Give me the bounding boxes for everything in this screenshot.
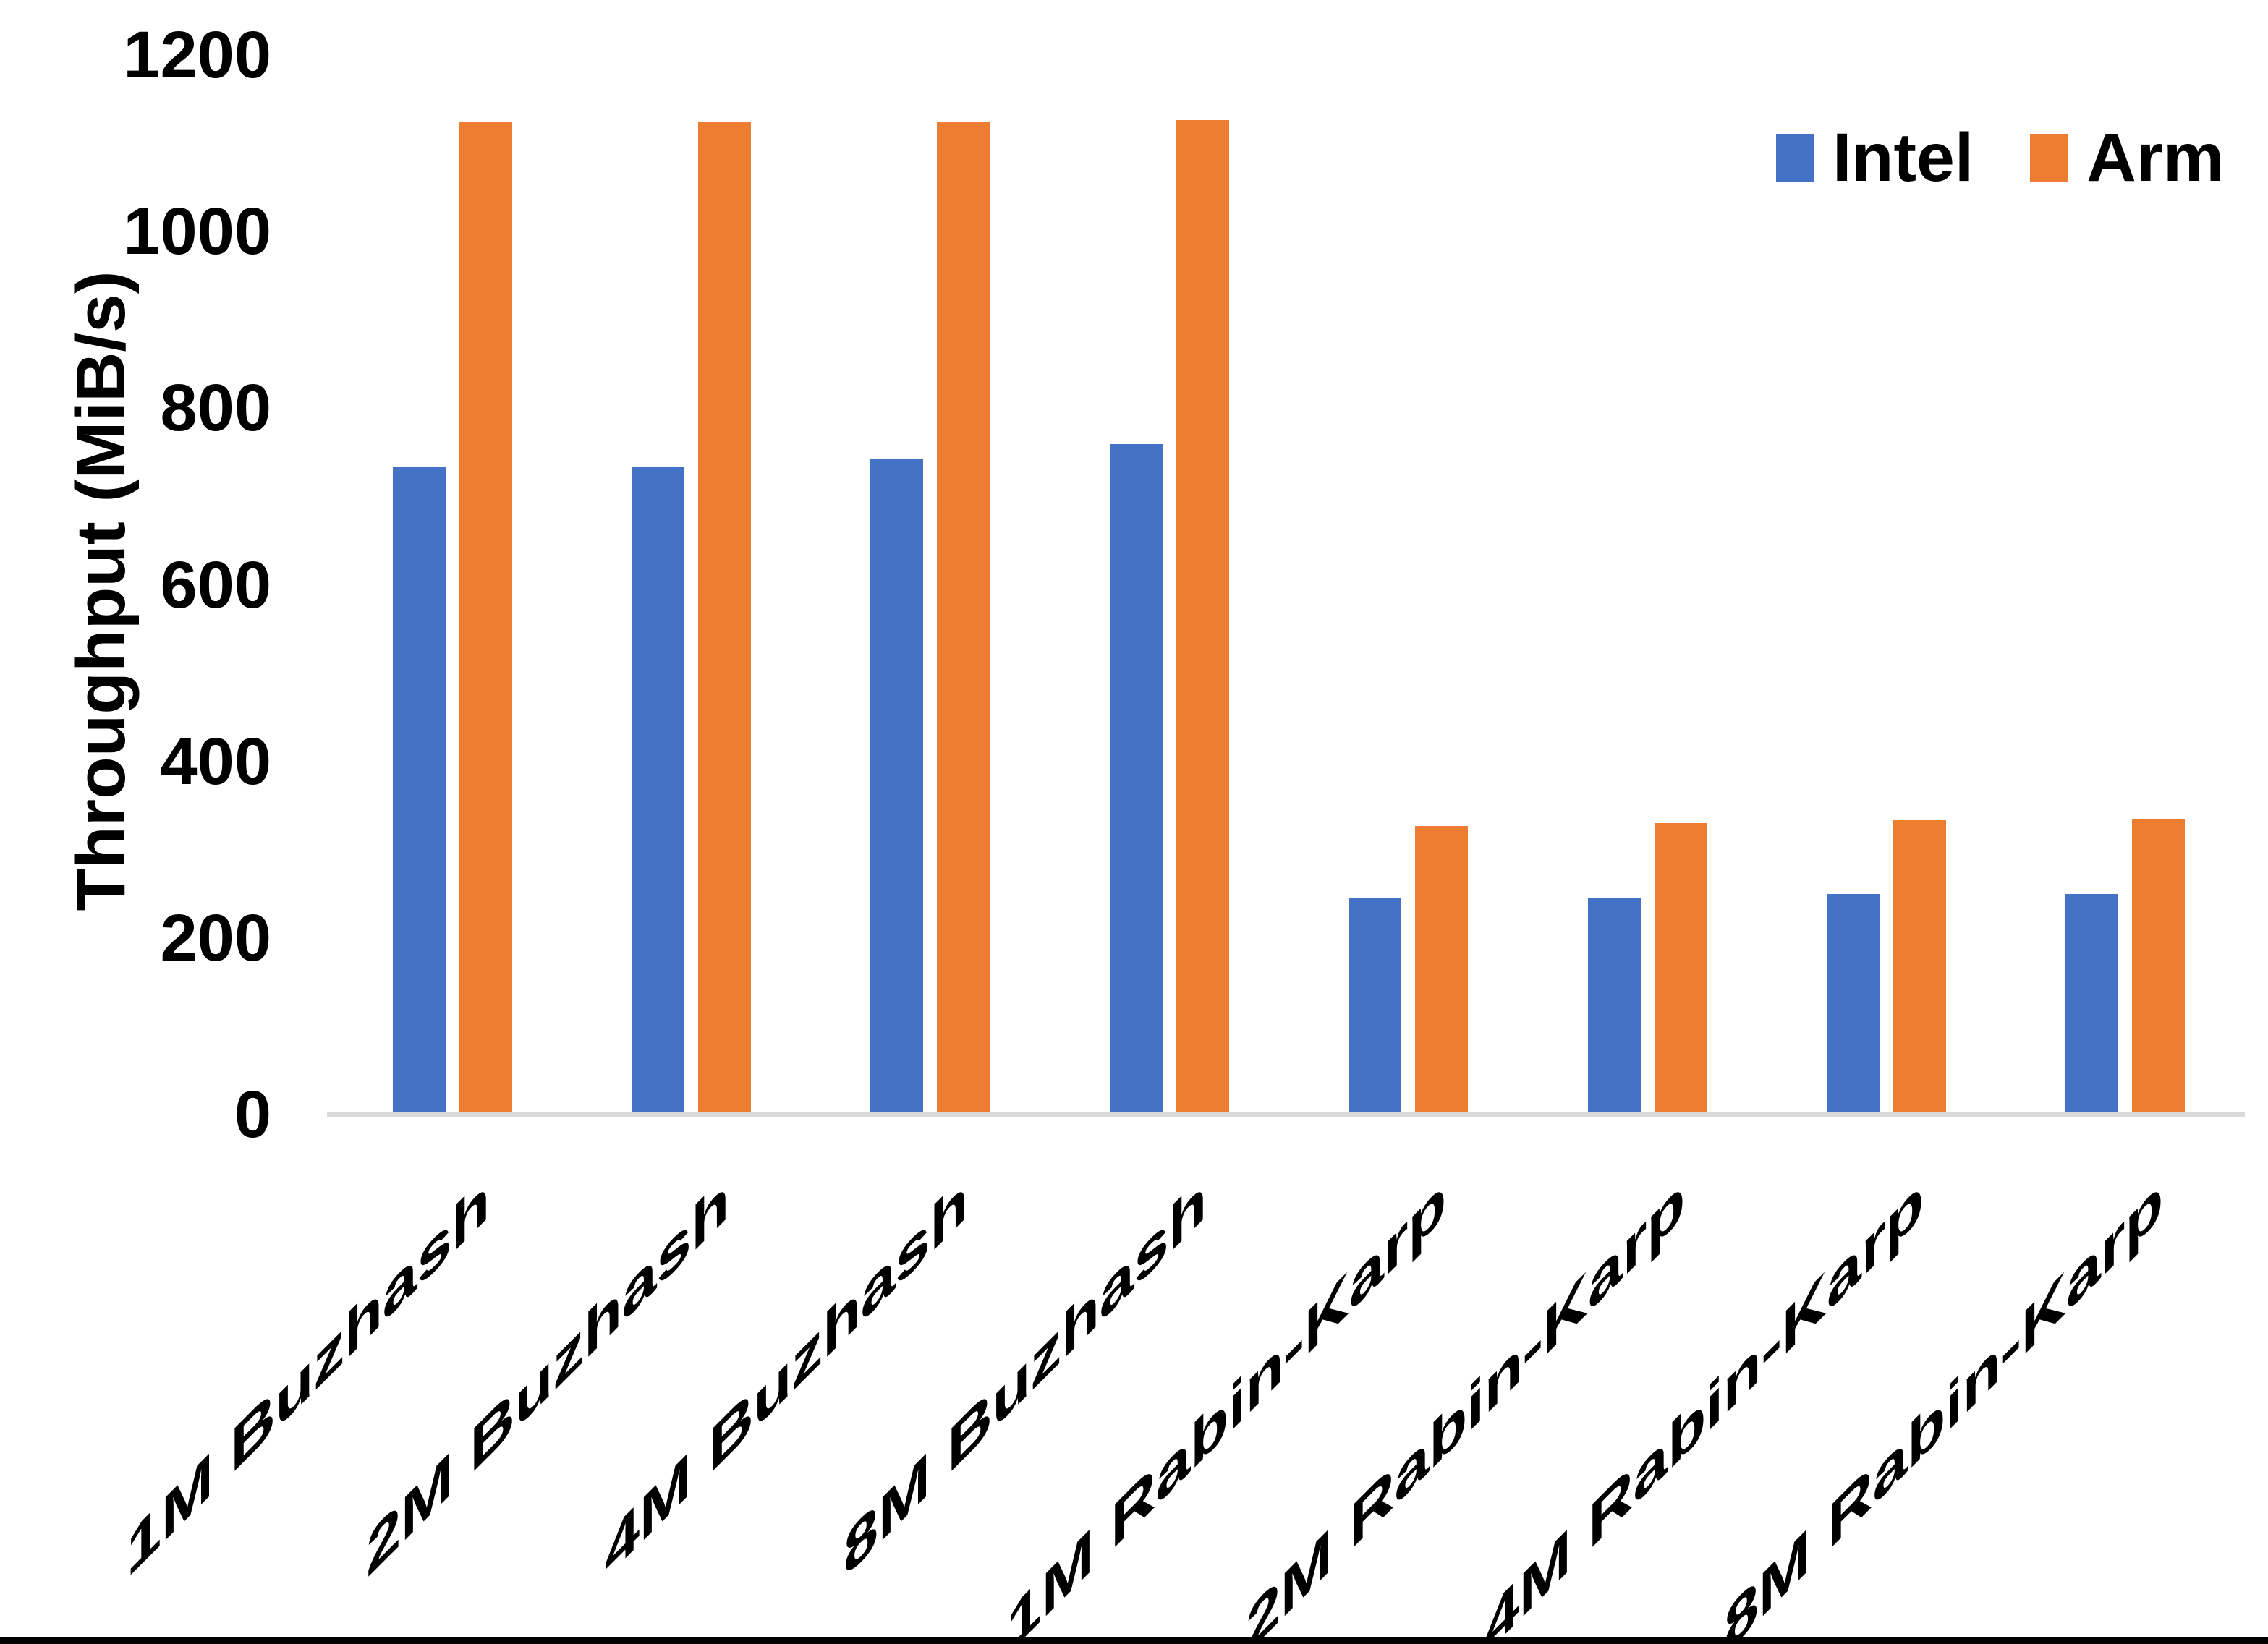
intel-color-swatch-icon bbox=[1776, 134, 1814, 182]
bar-intel-8m-rabin-karp bbox=[2065, 894, 2118, 1115]
y-tick-label-600: 600 bbox=[160, 548, 272, 622]
y-tick-label-400: 400 bbox=[160, 724, 272, 798]
bar-intel-2m-rabin-karp bbox=[1588, 898, 1641, 1115]
bar-arm-4m-rabin-karp bbox=[1893, 820, 1946, 1115]
bar-intel-2m-buzhash bbox=[632, 467, 684, 1115]
y-tick-label-1200: 1200 bbox=[123, 18, 271, 92]
legend-item-arm: Arm bbox=[2030, 122, 2224, 194]
bar-arm-2m-rabin-karp bbox=[1655, 823, 1707, 1115]
legend-label-intel: Intel bbox=[1832, 119, 1974, 196]
y-tick-label-0: 0 bbox=[234, 1078, 271, 1151]
legend-item-intel: Intel bbox=[1776, 122, 1974, 194]
bar-intel-1m-buzhash bbox=[393, 467, 446, 1115]
bar-intel-4m-buzhash bbox=[870, 459, 923, 1115]
x-axis-baseline bbox=[327, 1112, 2245, 1117]
y-tick-label-1000: 1000 bbox=[123, 195, 271, 269]
bar-arm-1m-buzhash bbox=[459, 122, 512, 1115]
page-bottom-border bbox=[0, 1637, 2268, 1644]
legend: Intel Arm bbox=[1776, 122, 2224, 194]
bar-arm-8m-buzhash bbox=[1176, 120, 1229, 1115]
bar-intel-1m-rabin-karp bbox=[1349, 898, 1401, 1115]
bar-arm-1m-rabin-karp bbox=[1415, 826, 1468, 1115]
bar-arm-4m-buzhash bbox=[937, 122, 990, 1115]
y-tick-label-800: 800 bbox=[160, 371, 272, 446]
bar-intel-8m-buzhash bbox=[1110, 444, 1163, 1115]
arm-color-swatch-icon bbox=[2030, 134, 2068, 182]
bar-arm-2m-buzhash bbox=[698, 122, 751, 1115]
y-tick-label-200: 200 bbox=[160, 900, 272, 975]
legend-label-arm: Arm bbox=[2086, 119, 2225, 196]
bar-arm-8m-rabin-karp bbox=[2132, 819, 2185, 1115]
x-category-label-1m-buzhash: 1M Buzhash bbox=[127, 1160, 490, 1593]
bar-intel-4m-rabin-karp bbox=[1827, 894, 1880, 1115]
